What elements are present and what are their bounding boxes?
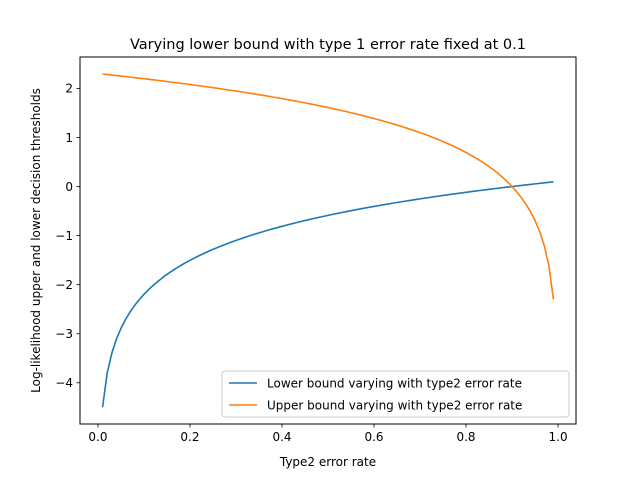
x-tick-label: 0.0 (88, 430, 107, 444)
y-tick-label: −3 (55, 327, 73, 341)
y-axis-title: Log-likelihood upper and lower decision … (29, 88, 43, 393)
y-tick-label: 1 (65, 131, 73, 145)
plot-frame (79, 56, 577, 425)
x-tick-label: 1.0 (549, 430, 568, 444)
y-tick-label: −2 (55, 278, 73, 292)
legend: Lower bound varying with type2 error rat… (221, 370, 570, 418)
series-line-upper-bound (102, 73, 555, 300)
x-tick-label: 0.4 (272, 430, 291, 444)
y-tick-label: 0 (65, 180, 73, 194)
x-tick-label: 0.6 (364, 430, 383, 444)
y-tick-label: 2 (65, 82, 73, 96)
series-layer (101, 73, 555, 408)
y-tick-label: −1 (55, 229, 73, 243)
y-axis-ticks: −4 −3 −2 −1 0 1 2 (55, 82, 80, 390)
x-axis-title: Type2 error rate (279, 455, 376, 469)
x-axis-ticks: 0.0 0.2 0.4 0.6 0.8 1.0 (88, 424, 568, 444)
y-tick-label: −4 (55, 376, 73, 390)
legend-label-lower-bound: Lower bound varying with type2 error rat… (267, 377, 522, 391)
series-line-lower-bound (101, 181, 554, 408)
plot-area (80, 57, 576, 424)
chart-title: Varying lower bound with type 1 error ra… (130, 37, 526, 53)
x-tick-label: 0.8 (456, 430, 475, 444)
x-tick-label: 0.2 (180, 430, 199, 444)
legend-box (221, 370, 570, 418)
legend-label-upper-bound: Upper bound varying with type2 error rat… (267, 399, 522, 413)
